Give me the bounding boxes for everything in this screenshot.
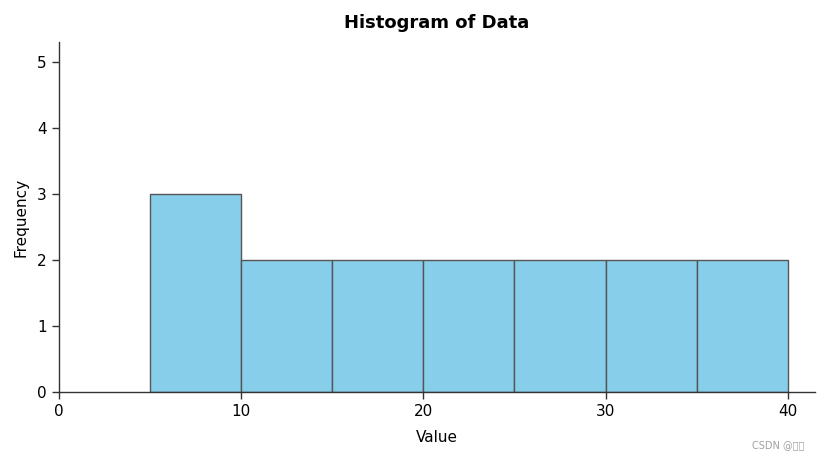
Y-axis label: Frequency: Frequency <box>14 178 29 257</box>
Bar <box>604 260 696 392</box>
Title: Histogram of Data: Histogram of Data <box>344 14 529 32</box>
Bar <box>696 260 787 392</box>
Bar <box>514 260 604 392</box>
Bar <box>241 260 332 392</box>
X-axis label: Value: Value <box>416 430 457 445</box>
Bar <box>423 260 514 392</box>
Text: CSDN @泥木: CSDN @泥木 <box>751 440 803 450</box>
Bar <box>150 194 241 392</box>
Bar <box>332 260 423 392</box>
